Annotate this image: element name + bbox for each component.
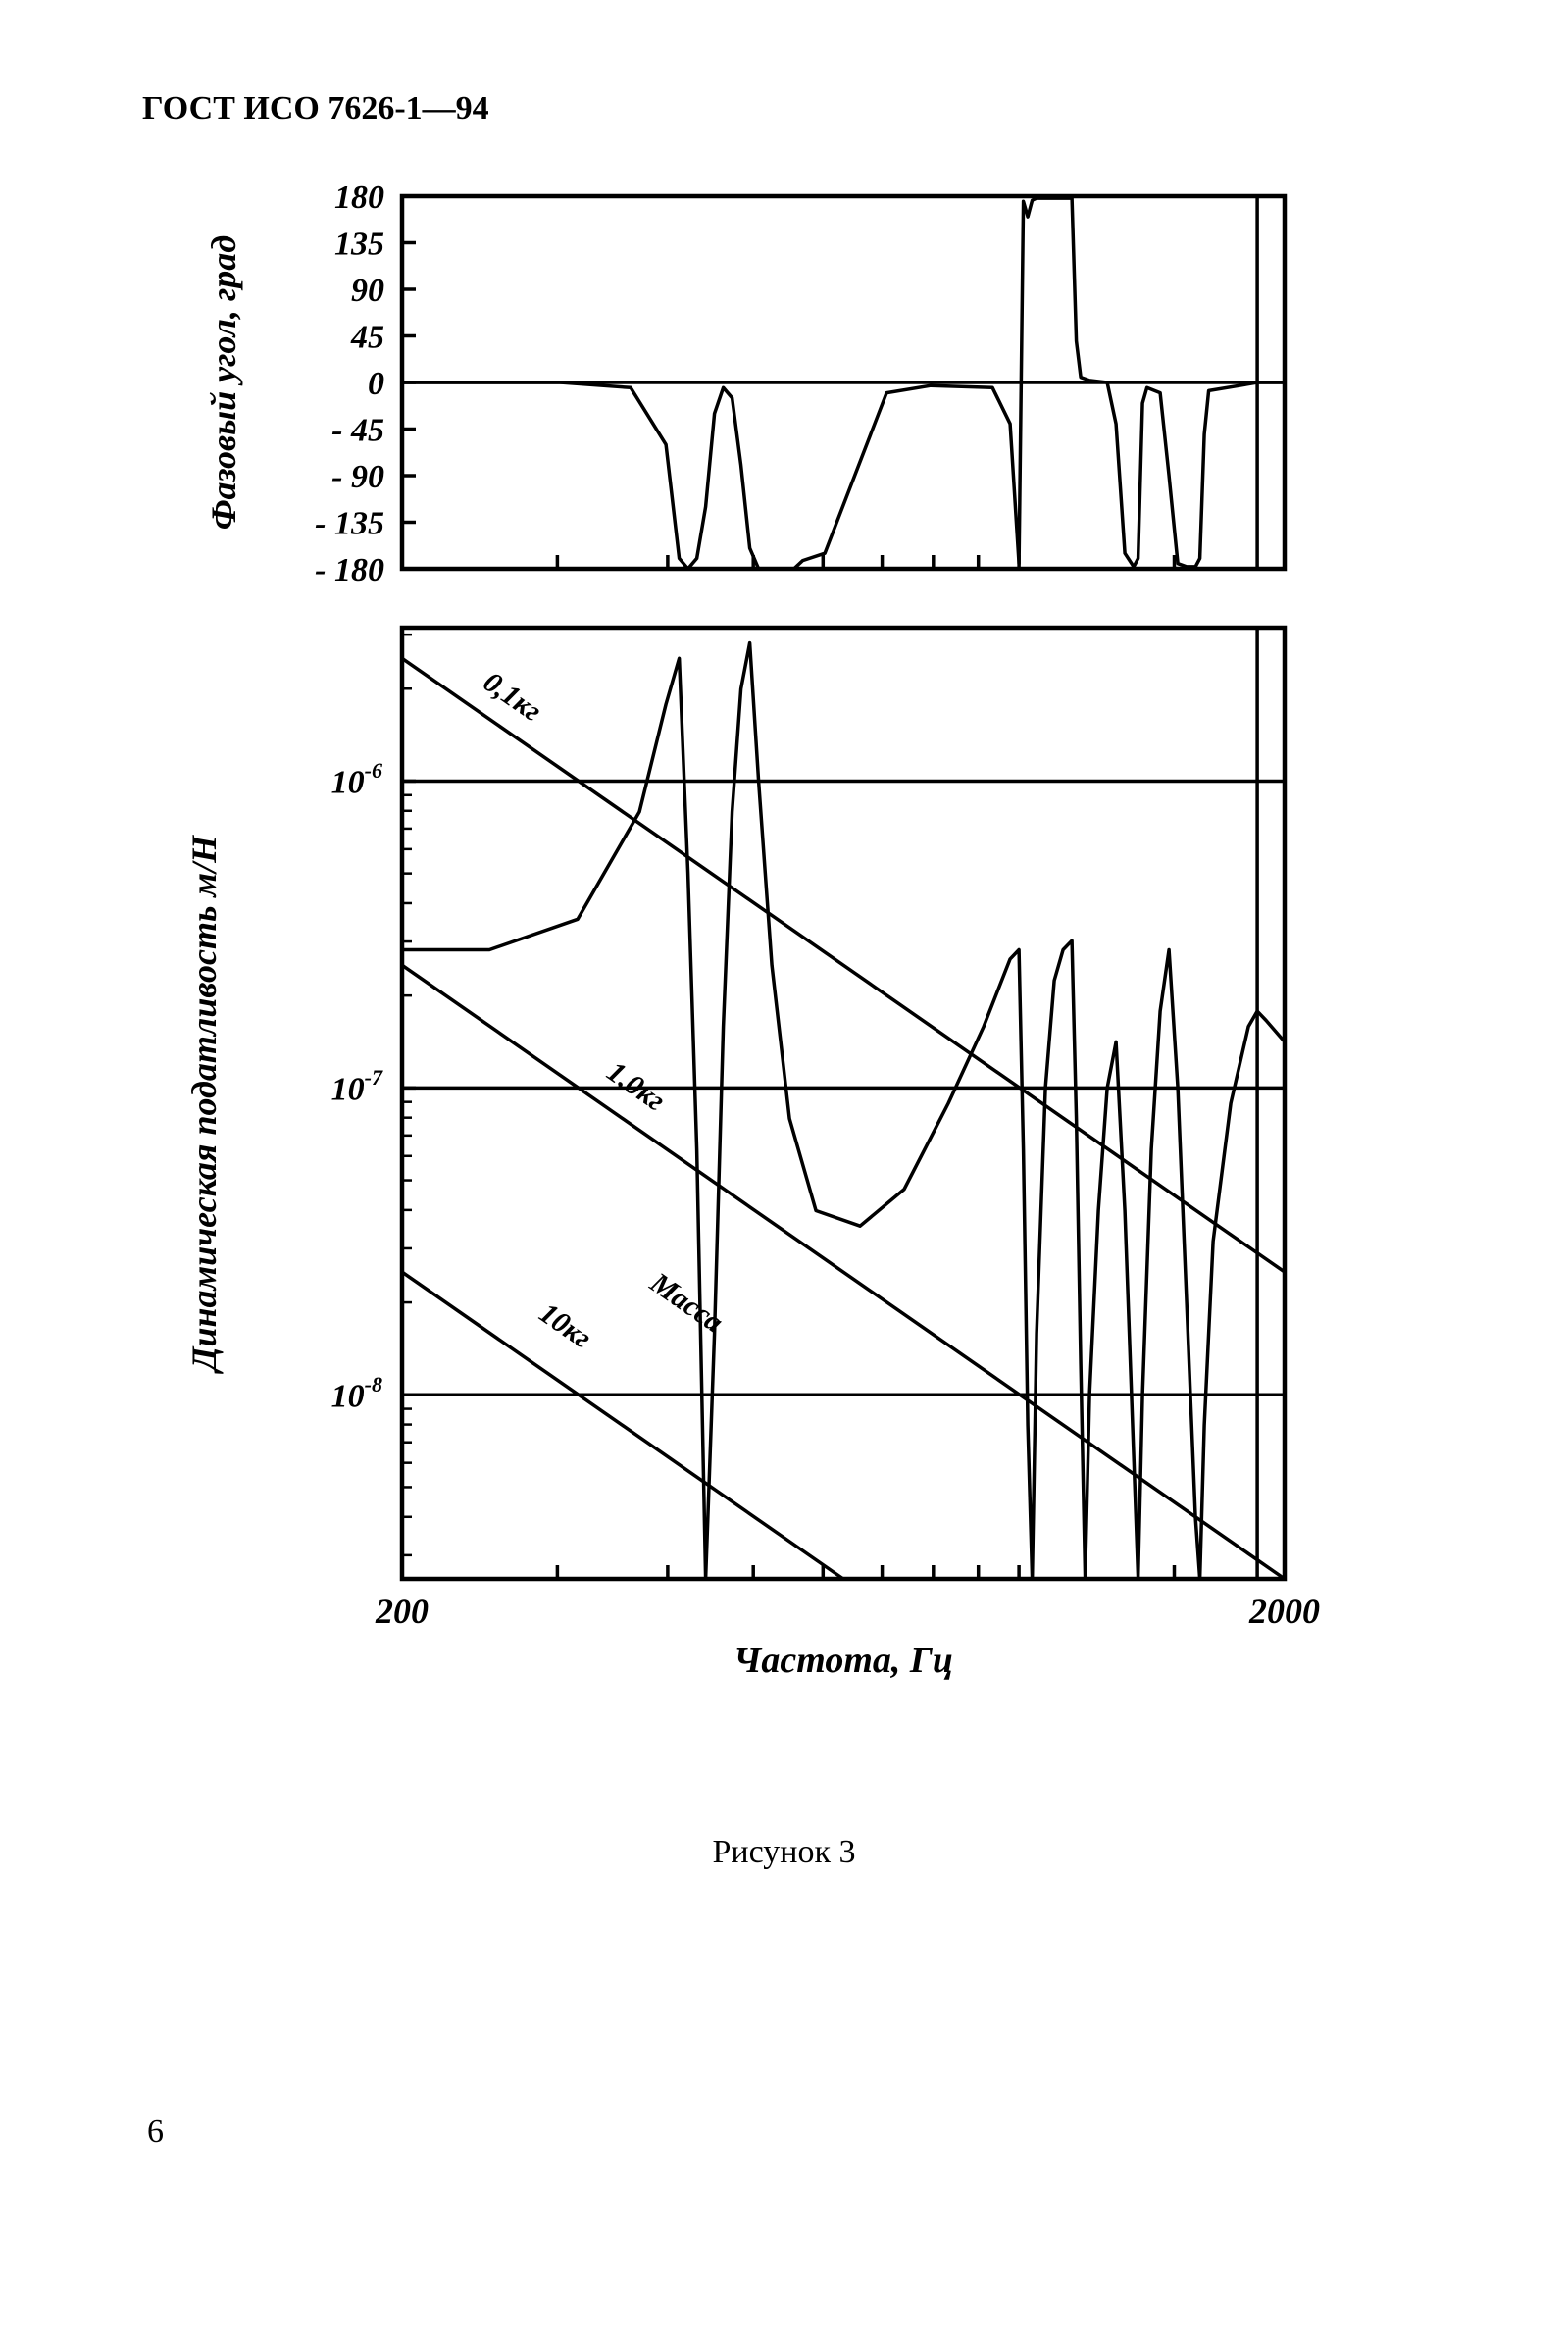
svg-text:45: 45	[350, 320, 384, 356]
svg-text:- 45: - 45	[331, 413, 384, 449]
svg-text:10-8: 10-8	[331, 1372, 382, 1414]
figure-svg: 180 135 90 45 0 - 45 - 90 - 135 - 180 Фазовый уго…	[147, 177, 1422, 1746]
page: ГОСТ ИСО 7626-1—94 180 135 90 45 0 - 45 - 90 - …	[0, 0, 1568, 2335]
svg-text:- 90: - 90	[331, 459, 384, 495]
svg-text:90: 90	[351, 273, 384, 309]
figure-3: 180 135 90 45 0 - 45 - 90 - 135 - 180 Фазовый уго…	[147, 177, 1422, 1746]
svg-text:- 135: - 135	[315, 506, 384, 542]
doc-header: ГОСТ ИСО 7626-1—94	[142, 90, 489, 127]
svg-text:Частота, Гц: Частота, Гц	[733, 1640, 953, 1681]
svg-text:180: 180	[334, 179, 384, 216]
page-number: 6	[147, 2113, 164, 2151]
svg-text:10кг: 10кг	[533, 1296, 597, 1354]
svg-text:Динамическая податливость м/Н: Динамическая податливость м/Н	[184, 835, 224, 1374]
figure-caption: Рисунок 3	[0, 1834, 1568, 1871]
svg-text:10-7: 10-7	[331, 1065, 383, 1107]
svg-text:Фазовый угол, град: Фазовый угол, град	[204, 235, 243, 530]
svg-text:200: 200	[375, 1592, 429, 1631]
svg-text:10-6: 10-6	[331, 758, 383, 800]
svg-text:2000: 2000	[1248, 1592, 1320, 1631]
svg-text:0: 0	[368, 366, 384, 402]
svg-text:1,0кг: 1,0кг	[601, 1055, 671, 1118]
svg-text:135: 135	[334, 227, 384, 263]
svg-text:- 180: - 180	[315, 552, 384, 588]
